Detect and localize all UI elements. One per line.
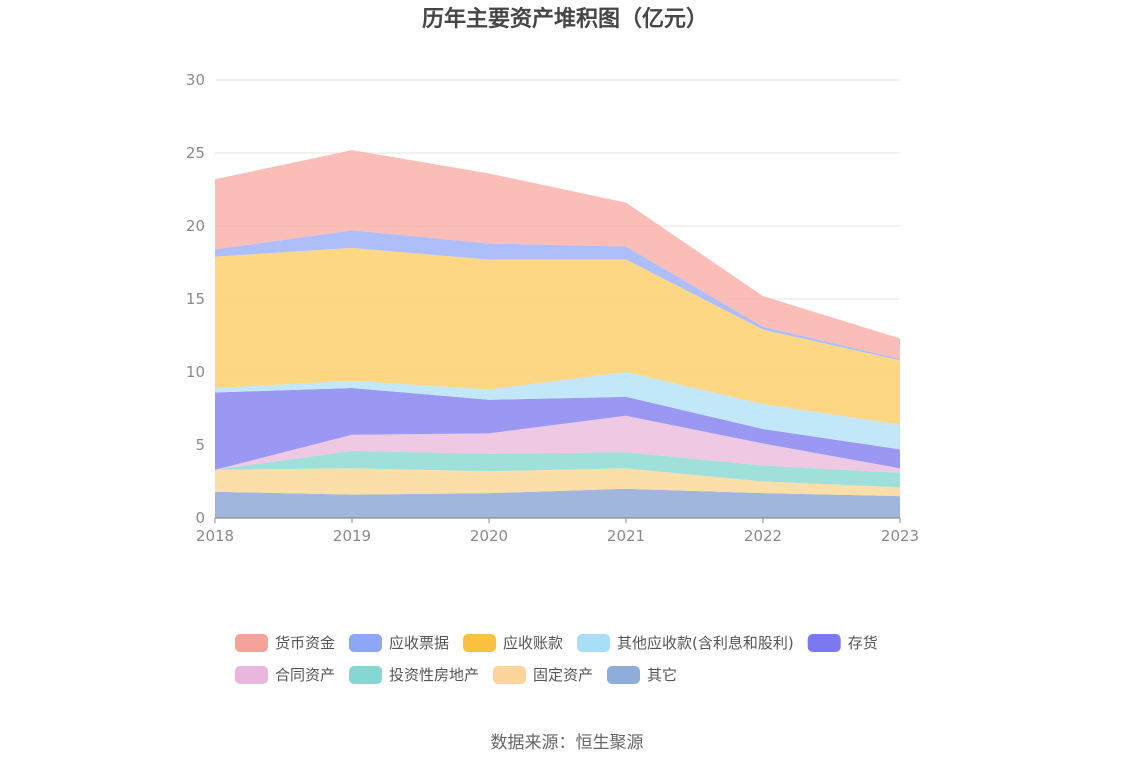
x-tick-label: 2020: [470, 527, 508, 545]
legend-swatch[interactable]: [807, 634, 841, 652]
y-tick-label: 25: [186, 144, 205, 162]
data-source: 数据来源：恒生聚源: [490, 733, 644, 753]
legend-label[interactable]: 其它: [647, 666, 677, 684]
area-series-7: [215, 230, 900, 361]
legend-swatch[interactable]: [577, 634, 611, 652]
legend-label[interactable]: 应收票据: [389, 634, 449, 652]
legend-swatch[interactable]: [235, 634, 268, 652]
y-tick-label: 20: [186, 217, 205, 235]
legend-swatch[interactable]: [349, 666, 383, 684]
x-tick-label: 2023: [881, 527, 919, 545]
legend-swatch[interactable]: [235, 666, 268, 684]
y-tick-label: 0: [195, 509, 205, 527]
area-series-2: [215, 450, 900, 488]
area-series-1: [215, 468, 900, 497]
area-series-8: [215, 150, 900, 359]
legend-label[interactable]: 其他应收款(含利息和股利): [617, 634, 794, 652]
area-series-4: [215, 388, 900, 470]
y-tick-label: 10: [186, 363, 205, 381]
y-tick-label: 30: [186, 71, 205, 89]
legend-label[interactable]: 固定资产: [533, 666, 593, 684]
area-series-0: [215, 488, 900, 518]
y-tick-label: 5: [195, 436, 205, 454]
legend-label[interactable]: 投资性房地产: [389, 666, 479, 684]
axes: 2018 2019 2020 2021 2022 2023: [196, 517, 919, 545]
x-tick-label: 2018: [196, 527, 234, 545]
area-series-5: [215, 372, 900, 450]
area-series-6: [215, 247, 900, 425]
x-tick-label: 2019: [333, 527, 371, 545]
legend-label[interactable]: 存货: [848, 634, 878, 652]
legend-swatch[interactable]: [607, 666, 641, 684]
legend-label[interactable]: 货币资金: [275, 634, 335, 652]
legend-label[interactable]: 合同资产: [275, 666, 335, 684]
area-series-group: [215, 150, 900, 518]
area-series-3: [215, 415, 900, 473]
chart-title: 历年主要资产堆积图（亿元）: [422, 6, 708, 32]
legend-label[interactable]: 应收账款: [503, 634, 563, 652]
legend-swatch[interactable]: [493, 666, 527, 684]
x-tick-label: 2022: [744, 527, 782, 545]
x-tick-label: 2021: [607, 527, 645, 545]
legend-swatch[interactable]: [463, 634, 497, 652]
legend-swatch[interactable]: [349, 634, 383, 652]
y-tick-label: 15: [186, 290, 205, 308]
